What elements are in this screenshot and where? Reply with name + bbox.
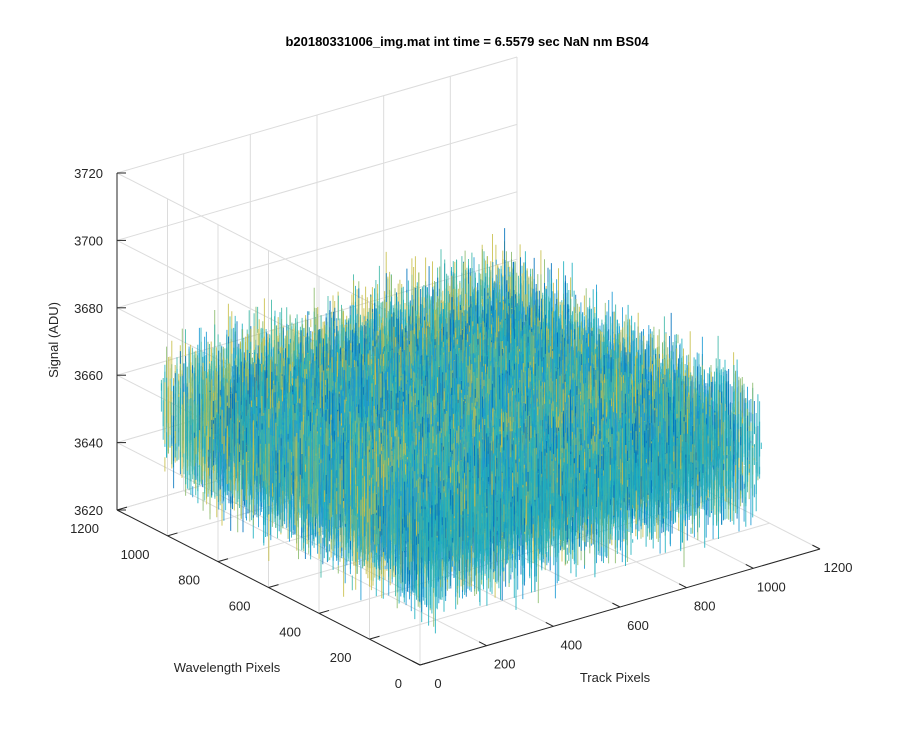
z-tick-label: 3720 <box>74 166 103 181</box>
y-tick <box>419 661 431 666</box>
tick-labels: 0 200 400 600 800 1000 1200 0 200 400 600 800 1000 12… <box>70 166 852 691</box>
x-tick <box>745 564 754 569</box>
x-tick-label: 0 <box>434 676 441 691</box>
x-tick <box>612 602 621 608</box>
x-tick-label: 800 <box>694 599 716 614</box>
grid-line <box>116 123 518 241</box>
x-tick-label: 400 <box>560 637 582 652</box>
y-tick <box>318 609 330 614</box>
z-tick-label: 3640 <box>74 436 103 451</box>
y-tick <box>217 558 229 563</box>
y-tick-label: 600 <box>229 599 251 614</box>
y-axis-label: Wavelength Pixels <box>174 660 281 675</box>
chart-title: b20180331006_img.mat int time = 6.5579 s… <box>285 34 649 49</box>
x-tick <box>678 583 687 589</box>
surface-mesh <box>160 228 762 634</box>
grid-line <box>116 56 518 174</box>
x-tick-label: 200 <box>494 657 516 672</box>
y-tick-label: 1000 <box>121 547 150 562</box>
y-tick-label: 800 <box>178 573 200 588</box>
z-tick-label: 3660 <box>74 368 103 383</box>
z-tick-label: 3680 <box>74 301 103 316</box>
y-tick-label: 400 <box>279 624 301 639</box>
x-tick <box>478 641 487 647</box>
y-tick-label: 0 <box>395 676 402 691</box>
z-axis-label: Signal (ADU) <box>46 302 61 378</box>
x-tick <box>412 660 421 666</box>
x-tick-label: 600 <box>627 618 649 633</box>
x-axis-label: Track Pixels <box>580 670 651 685</box>
x-tick-label: 1200 <box>824 560 853 575</box>
y-tick-label: 1200 <box>70 521 99 536</box>
surface-strokes <box>419 401 761 606</box>
grid-line <box>116 191 518 309</box>
z-tick-label: 3620 <box>74 503 103 518</box>
axes-lines <box>116 172 821 666</box>
y-tick <box>268 584 279 588</box>
y-tick <box>167 532 178 537</box>
y-tick-label: 200 <box>330 650 352 665</box>
x-tick-label: 1000 <box>757 579 786 594</box>
x-tick <box>545 622 554 627</box>
y-tick <box>369 635 380 640</box>
grid-line <box>369 522 770 640</box>
z-tick-label: 3700 <box>74 233 103 248</box>
x-tick <box>812 544 821 550</box>
surface-row <box>419 365 762 612</box>
grid-line <box>116 258 518 376</box>
